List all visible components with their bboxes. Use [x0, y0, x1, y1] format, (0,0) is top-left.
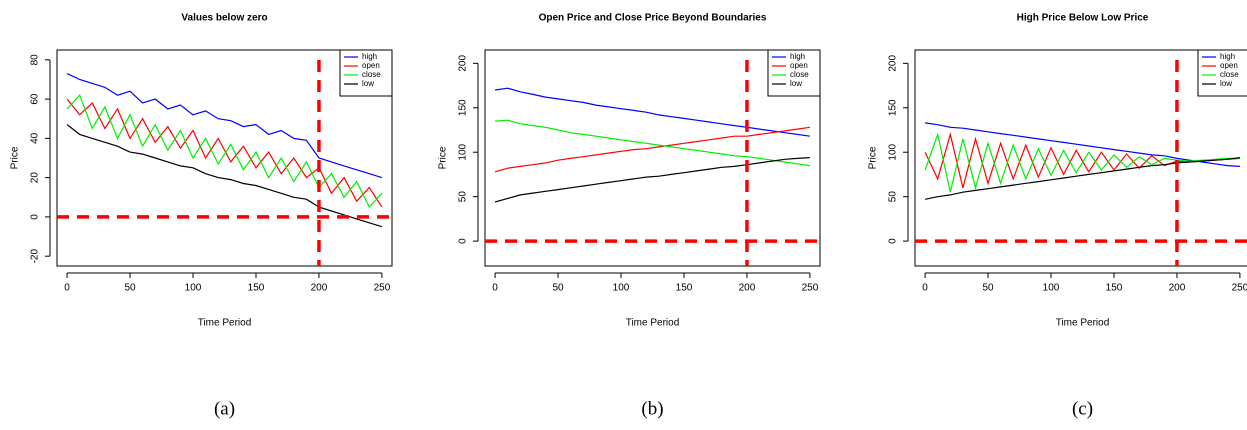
x-tick-label: 200	[311, 283, 328, 294]
series-line	[66, 73, 383, 179]
series-line	[494, 126, 810, 173]
x-tick-label: 0	[64, 283, 70, 294]
caption: (b)	[641, 398, 663, 419]
legend-label: close	[1220, 70, 1239, 79]
y-axis-label: Price	[10, 146, 21, 169]
legend-label: high	[362, 52, 377, 61]
y-tick-label: 60	[30, 93, 41, 105]
x-tick-label: 100	[613, 283, 630, 294]
x-tick-label: 250	[374, 283, 391, 294]
y-tick-label: 0	[458, 238, 469, 244]
x-tick-label: 100	[1043, 283, 1060, 294]
y-tick-label: 50	[888, 191, 899, 203]
chart-title: High Price Below Low Price	[1017, 13, 1149, 24]
y-tick-label: 150	[458, 99, 469, 116]
x-tick-label: 150	[676, 283, 693, 294]
x-tick-label: 50	[552, 283, 564, 294]
x-tick-label: 100	[185, 283, 202, 294]
legend-label: low	[1220, 79, 1232, 88]
y-tick-label: 150	[888, 99, 899, 116]
legend-label: low	[790, 79, 802, 88]
x-axis-label: Time Period	[626, 318, 680, 329]
x-tick-label: 250	[802, 283, 819, 294]
x-tick-label: 150	[1106, 283, 1123, 294]
series-line	[494, 157, 810, 203]
x-tick-label: 50	[124, 283, 136, 294]
plot-frame	[484, 49, 821, 267]
legend-box	[767, 49, 821, 97]
y-tick-label: 100	[888, 143, 899, 160]
y-axis-label: Price	[868, 146, 879, 169]
y-tick-label: 20	[30, 172, 41, 184]
plot-frame	[56, 49, 393, 267]
series-line	[66, 98, 383, 208]
y-tick-label: 0	[30, 214, 41, 220]
legend-label: close	[790, 70, 809, 79]
x-tick-label: 250	[1232, 283, 1247, 294]
series-line	[925, 122, 1240, 167]
legend-label: high	[1220, 52, 1235, 61]
y-tick-label: 200	[458, 55, 469, 72]
legend-box	[1197, 49, 1247, 97]
chart-title: Values below zero	[181, 13, 267, 24]
legend-box	[339, 49, 393, 97]
series-line	[924, 132, 1240, 193]
series-line	[495, 119, 810, 167]
legend-label: open	[362, 61, 380, 70]
y-tick-label: 100	[458, 143, 469, 160]
y-axis-label: Price	[438, 146, 449, 169]
y-tick-label: 80	[30, 54, 41, 66]
legend-label: open	[790, 61, 808, 70]
y-tick-label: -20	[30, 249, 41, 264]
y-tick-label: 50	[458, 191, 469, 203]
legend-label: close	[362, 70, 381, 79]
chart-title: Open Price and Close Price Beyond Bounda…	[539, 13, 767, 24]
legend-label: low	[362, 79, 374, 88]
x-axis-label: Time Period	[1056, 318, 1110, 329]
legend-label: open	[1220, 61, 1238, 70]
x-tick-label: 150	[248, 283, 265, 294]
plot-frame	[914, 49, 1247, 267]
x-tick-label: 0	[922, 283, 928, 294]
series-line	[495, 87, 810, 137]
x-axis-label: Time Period	[198, 318, 252, 329]
x-tick-label: 200	[739, 283, 756, 294]
legend-label: high	[790, 52, 805, 61]
series-line	[924, 157, 1240, 200]
series-line	[66, 94, 383, 209]
x-tick-label: 0	[492, 283, 498, 294]
y-tick-label: 40	[30, 132, 41, 144]
x-tick-label: 200	[1169, 283, 1186, 294]
caption: (c)	[1072, 398, 1093, 419]
x-tick-label: 50	[982, 283, 994, 294]
y-tick-label: 0	[888, 238, 899, 244]
caption: (a)	[214, 398, 235, 419]
series-line	[66, 124, 383, 228]
y-tick-label: 200	[888, 55, 899, 72]
